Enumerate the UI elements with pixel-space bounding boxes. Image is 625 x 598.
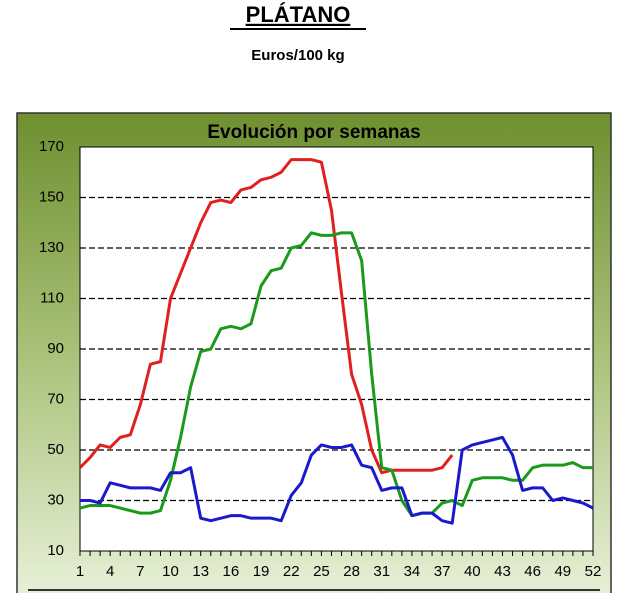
y-tick-label: 70: [47, 390, 64, 407]
series-line: [80, 435, 594, 525]
x-tick-label: 7: [136, 563, 144, 580]
x-tick-label: 37: [434, 563, 451, 580]
x-tick-label: 49: [554, 563, 571, 580]
subtitle: Euros/100 kg: [251, 47, 344, 64]
x-tick-label: 28: [343, 563, 360, 580]
page-title: PLÁTANO: [246, 2, 351, 27]
x-tick-label: 1: [76, 563, 84, 580]
y-tick-label: 50: [47, 441, 64, 458]
x-tick-label: 16: [223, 563, 240, 580]
y-tick-label: 10: [47, 542, 64, 559]
y-tick-label: 170: [39, 138, 64, 155]
x-tick-label: 46: [524, 563, 541, 580]
x-tick-label: 4: [106, 563, 114, 580]
x-tick-label: 34: [404, 563, 421, 580]
y-tick-label: 110: [40, 289, 64, 306]
x-tick-label: 25: [313, 563, 330, 580]
x-tick-label: 43: [494, 563, 511, 580]
x-tick-label: 22: [283, 563, 300, 580]
x-tick-label: 40: [464, 563, 481, 580]
x-tick-label: 19: [253, 563, 270, 580]
x-tick-label: 13: [192, 563, 209, 580]
chart-title: Evolución por semanas: [207, 122, 420, 143]
y-tick-label: 150: [39, 188, 64, 205]
x-tick-label: 31: [373, 563, 390, 580]
plot-border: [79, 146, 594, 552]
y-tick-label: 130: [39, 239, 64, 256]
series-line: [79, 231, 593, 518]
y-tick-label: 30: [47, 491, 64, 508]
y-tick-label: 90: [47, 340, 64, 357]
x-tick-label: 52: [585, 563, 602, 580]
x-tick-label: 10: [162, 563, 179, 580]
